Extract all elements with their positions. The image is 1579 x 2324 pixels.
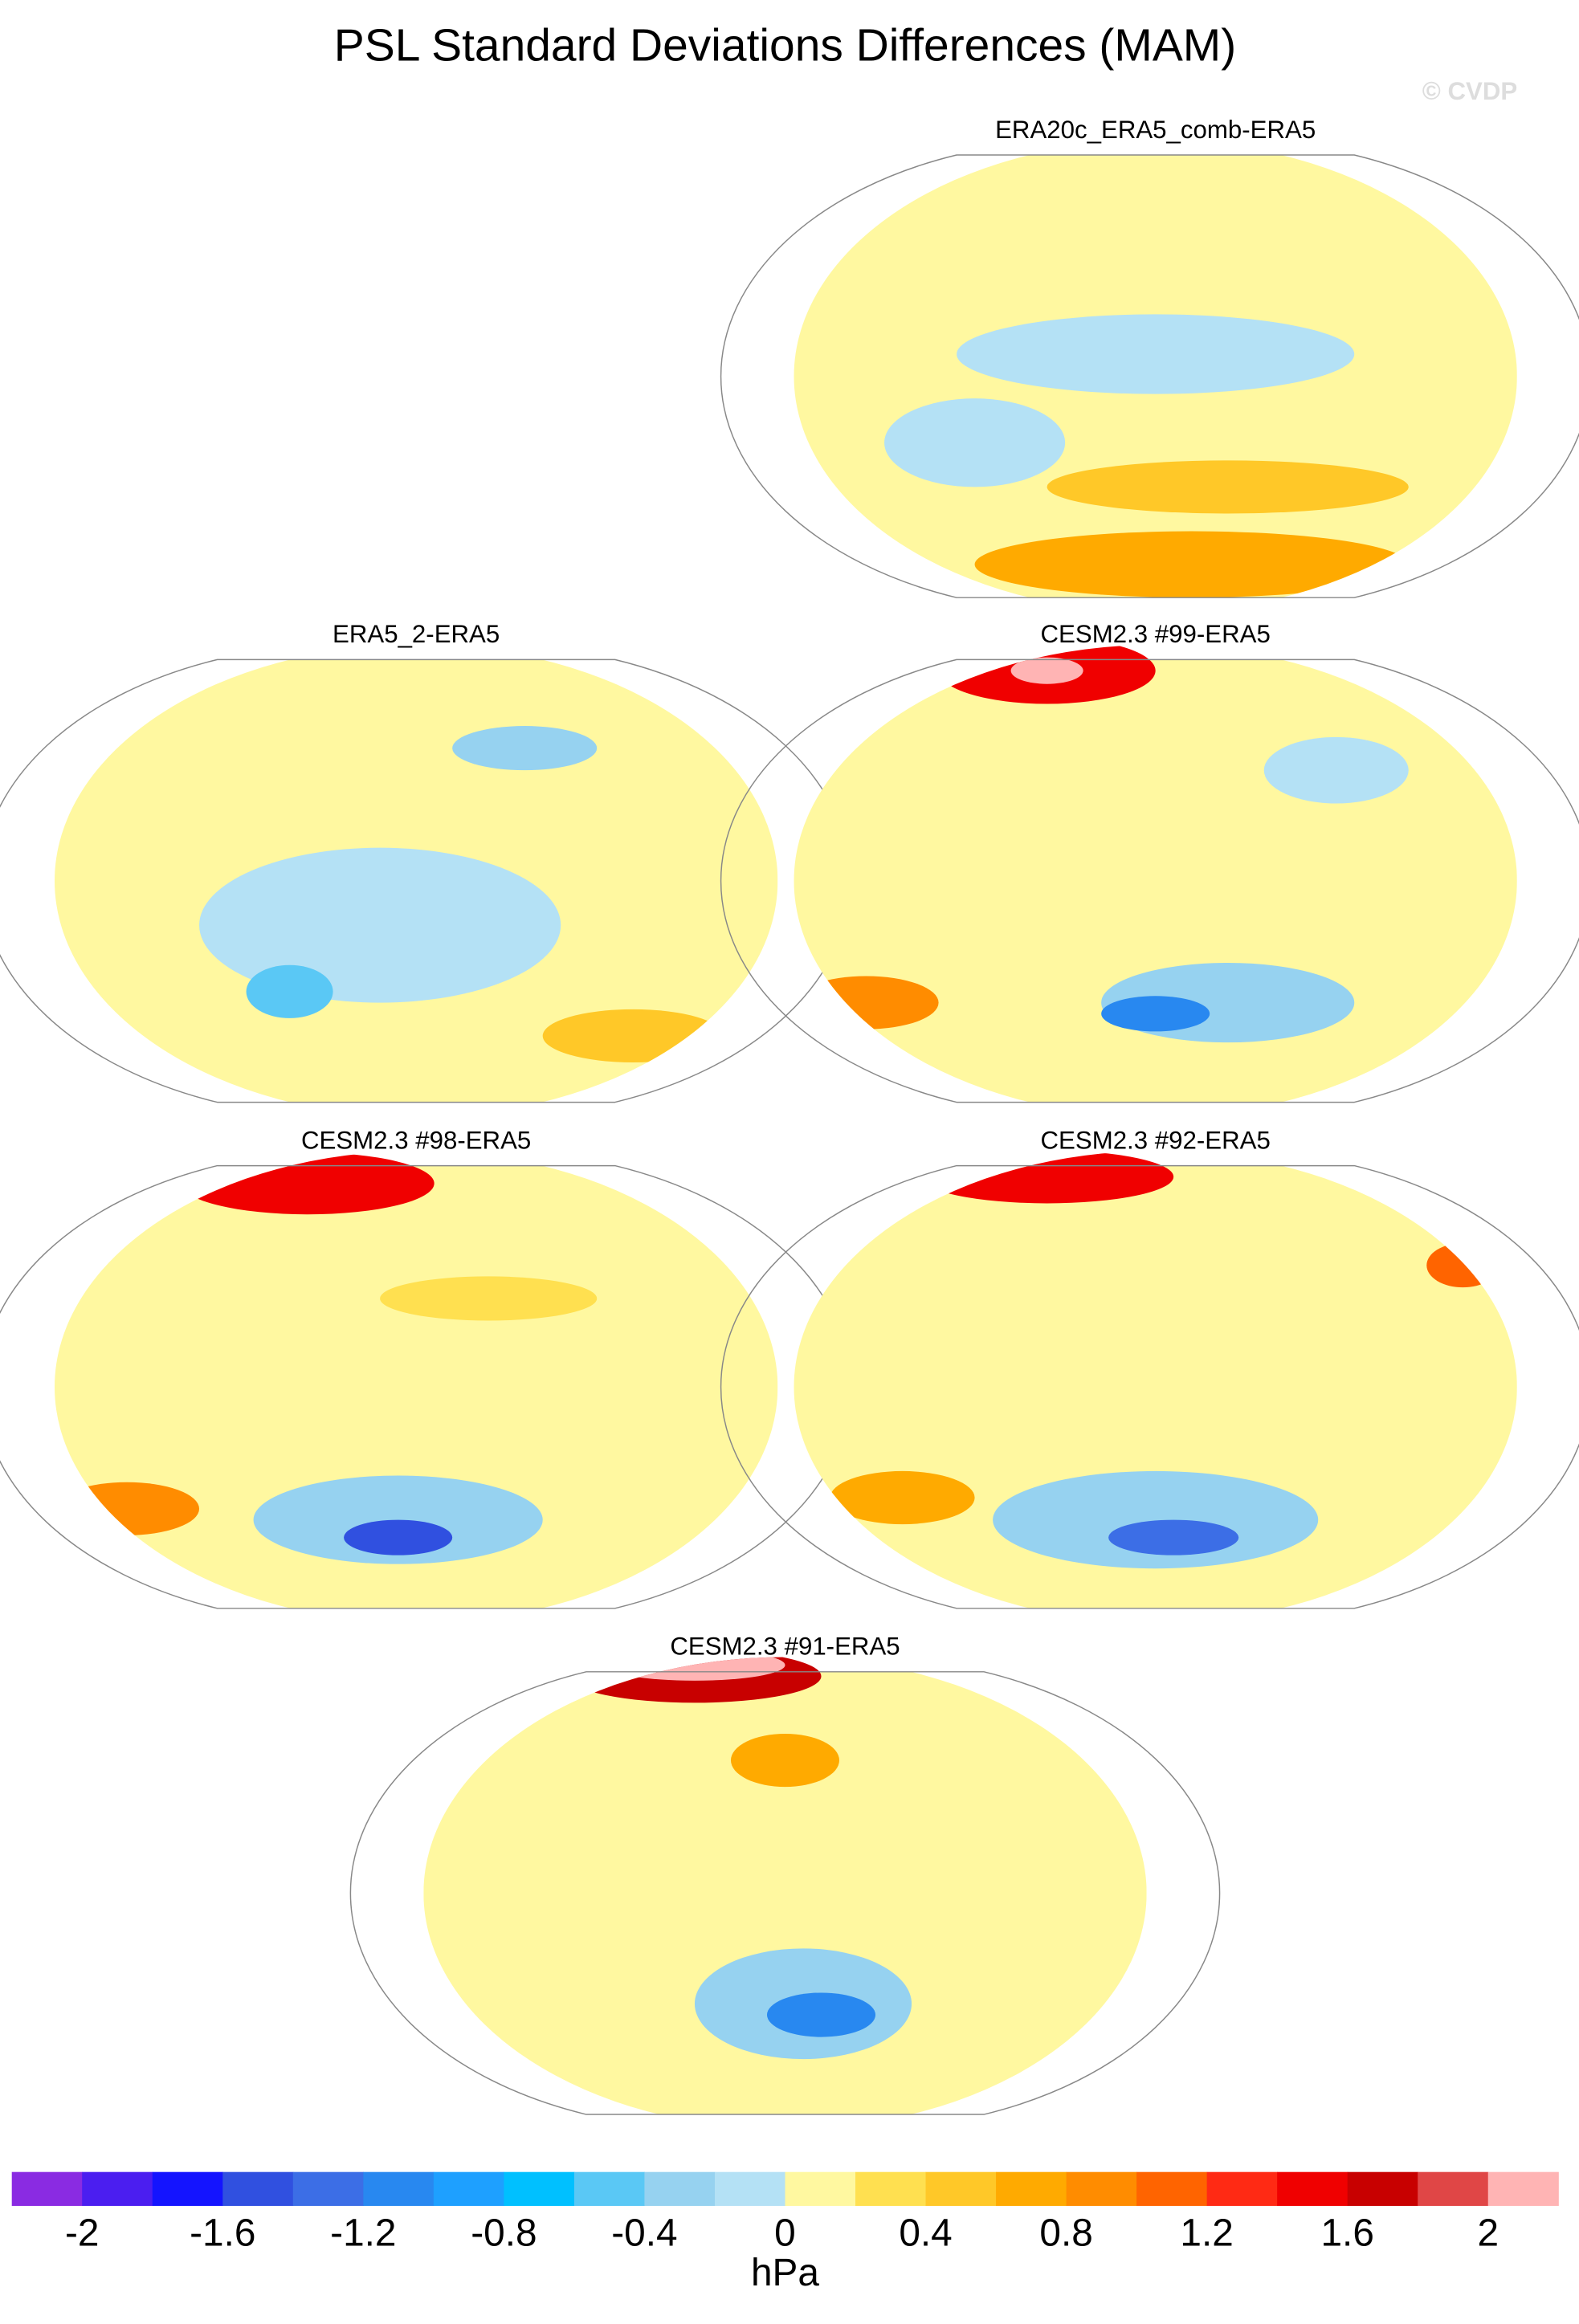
colorbar-tick-label: 0 xyxy=(774,2212,796,2254)
map-outline xyxy=(349,1671,1221,2115)
map xyxy=(794,1151,1517,1608)
colorbar-box xyxy=(573,2171,645,2206)
figure-title: PSL Standard Deviations Differences (MAM… xyxy=(334,20,1236,71)
panel-title: CESM2.3 #98-ERA5 xyxy=(301,1126,531,1154)
panel-title: ERA5_2-ERA5 xyxy=(333,620,500,648)
colorbar-box xyxy=(785,2171,856,2206)
field-blob xyxy=(344,1519,453,1555)
colorbar-box xyxy=(644,2171,716,2206)
panel-title: CESM2.3 #99-ERA5 xyxy=(1041,620,1271,648)
colorbar-box xyxy=(1066,2171,1137,2206)
field-blob xyxy=(181,1152,435,1215)
map-outline xyxy=(720,154,1579,598)
panel-title: CESM2.3 #91-ERA5 xyxy=(670,1633,900,1661)
colorbar-box xyxy=(996,2171,1067,2206)
colorbar-box xyxy=(11,2171,83,2206)
colorbar-box xyxy=(1487,2171,1559,2206)
field-blob xyxy=(380,1276,598,1321)
field-blob xyxy=(452,726,598,771)
colorbar: -2 -1.6 -1.2 -0.8 -0.4 0 0.4 0.8 1.2 1.6 2 hPa xyxy=(11,2171,1559,2294)
map-outline xyxy=(0,658,851,1103)
colorbar-box xyxy=(925,2171,997,2206)
colorbar-tick-label: -2 xyxy=(65,2212,99,2254)
map xyxy=(54,659,778,1103)
colorbar-tick-label: 1.2 xyxy=(1180,2212,1233,2254)
map xyxy=(423,1657,1147,2115)
colorbar-box xyxy=(222,2171,294,2206)
panel-title: CESM2.3 #92-ERA5 xyxy=(1041,1126,1271,1154)
colorbar-tick-label: 1.6 xyxy=(1320,2212,1373,2254)
field-blob xyxy=(830,1470,975,1525)
field-blob xyxy=(1047,460,1409,514)
map xyxy=(794,644,1517,1103)
colorbar-box xyxy=(292,2171,364,2206)
colorbar-box xyxy=(363,2171,435,2206)
colorbar-box xyxy=(433,2171,504,2206)
colorbar-box xyxy=(1277,2171,1348,2206)
colorbar-box xyxy=(1136,2171,1208,2206)
field-blob xyxy=(54,1482,200,1535)
field-blob xyxy=(766,1992,876,2037)
field-blob xyxy=(542,1009,724,1062)
watermark: © CVDP xyxy=(1422,77,1517,105)
map-outline xyxy=(0,1164,851,1609)
colorbar-box xyxy=(504,2171,575,2206)
field-blob xyxy=(1010,657,1083,684)
colorbar-tick-label: 2 xyxy=(1477,2212,1499,2254)
colorbar-box xyxy=(152,2171,223,2206)
map-outline xyxy=(720,658,1579,1103)
field-blob xyxy=(920,1151,1174,1204)
field-blob xyxy=(1108,1519,1239,1555)
map-panels: ERA20c_ERA5_comb-ERA5 ERA5_2-ERA5 CESM2.3 … xyxy=(0,116,1579,2115)
field-blob xyxy=(199,847,561,1003)
colorbar-tick-label: -0.4 xyxy=(611,2212,677,2254)
colorbar-box xyxy=(714,2171,786,2206)
field-blob xyxy=(1101,996,1210,1032)
colorbar-tick-label: 0.4 xyxy=(899,2212,952,2254)
colorbar-box xyxy=(1418,2171,1489,2206)
map xyxy=(794,154,1517,598)
colorbar-box xyxy=(855,2171,927,2206)
field-blob xyxy=(957,314,1355,394)
colorbar-tick-label: 0.8 xyxy=(1039,2212,1092,2254)
field-blob xyxy=(974,531,1409,598)
colorbar-box xyxy=(82,2171,153,2206)
field-blob xyxy=(794,976,939,1029)
field-blob xyxy=(730,1733,840,1788)
panel-title: ERA20c_ERA5_comb-ERA5 xyxy=(995,116,1316,144)
colorbar-tick-label: -1.6 xyxy=(190,2212,255,2254)
colorbar-box xyxy=(1347,2171,1418,2206)
map xyxy=(54,1152,778,1608)
field-blob xyxy=(884,398,1066,487)
map-outline xyxy=(720,1164,1579,1609)
colorbar-units: hPa xyxy=(751,2252,819,2294)
field-blob xyxy=(246,964,333,1018)
colorbar-box xyxy=(1206,2171,1278,2206)
field-blob xyxy=(1263,736,1409,804)
colorbar-tick-label: -1.2 xyxy=(330,2212,396,2254)
map-background xyxy=(794,659,1517,1103)
field-blob xyxy=(993,1470,1319,1569)
colorbar-tick-label: -0.8 xyxy=(471,2212,537,2254)
field-blob xyxy=(1426,1243,1499,1288)
